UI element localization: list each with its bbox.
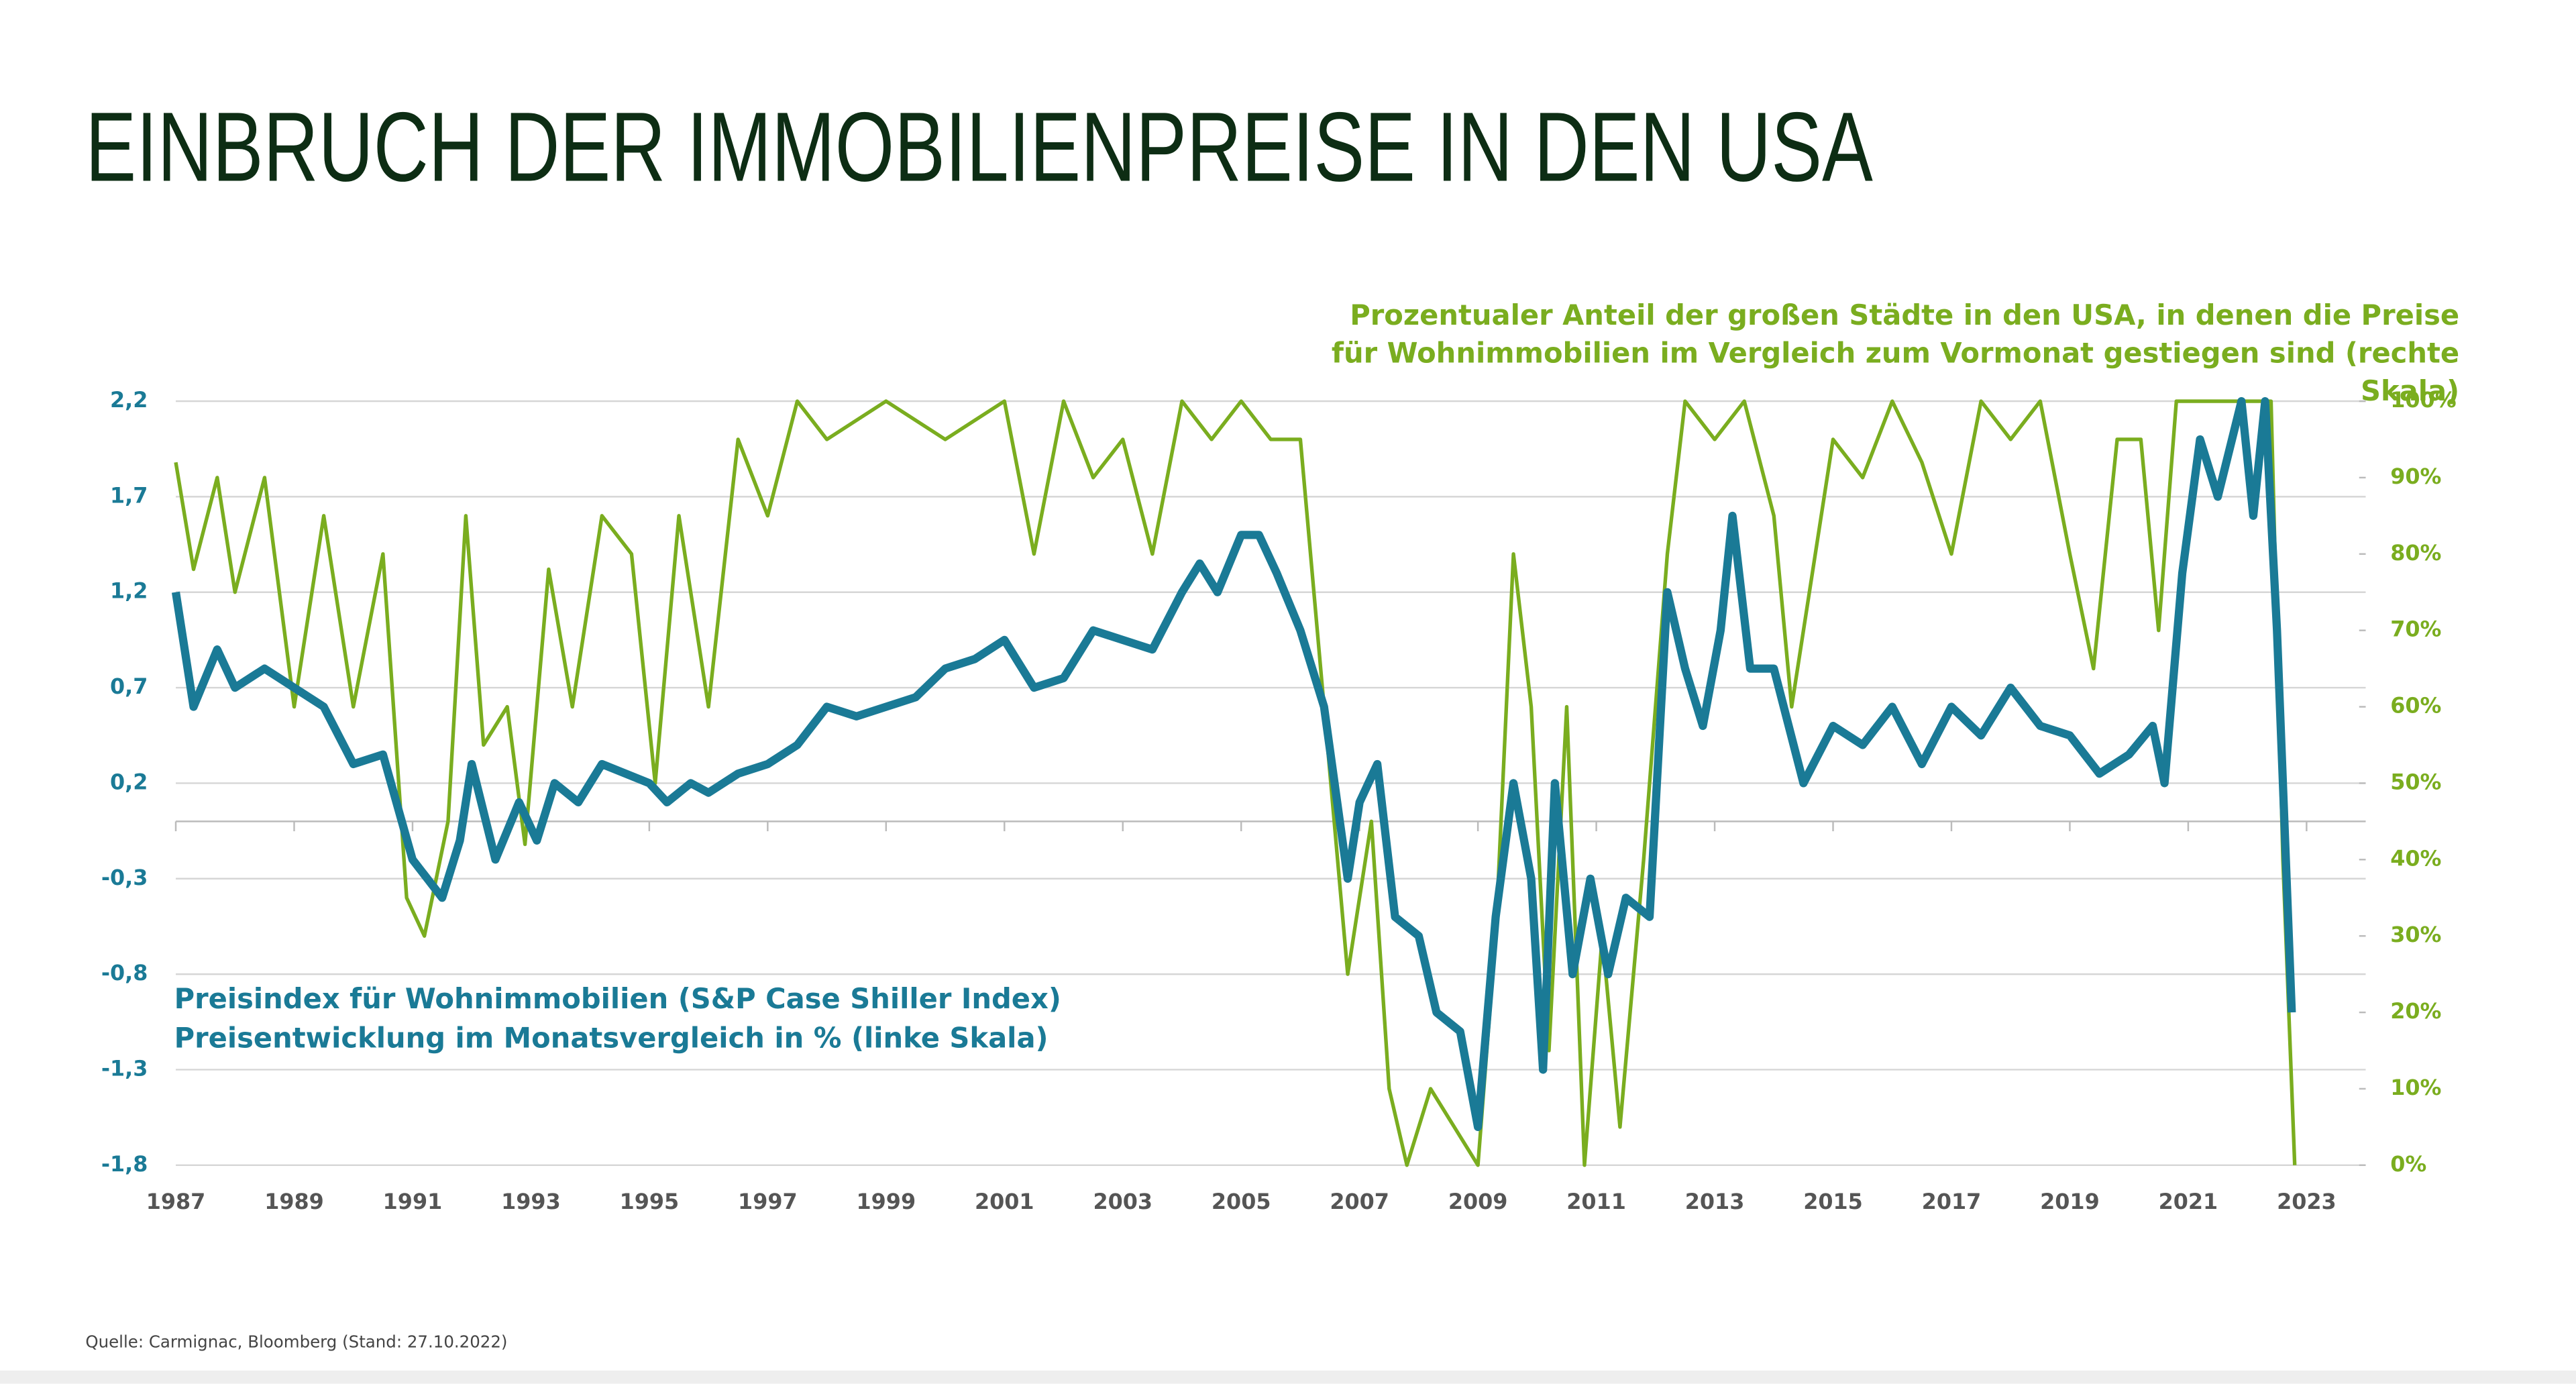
y2-tick-label: 60% <box>2390 693 2441 718</box>
x-tick-label: 2017 <box>1922 1189 1982 1214</box>
y2-tick-label: 20% <box>2390 998 2441 1024</box>
y-tick-label: -0,3 <box>101 865 148 890</box>
y-tick-label: 0,2 <box>110 769 148 794</box>
y2-tick-label: 40% <box>2390 845 2441 871</box>
footer-band <box>0 1370 2576 1384</box>
y-tick-label: -0,8 <box>101 960 148 986</box>
x-tick-label: 2023 <box>2277 1189 2337 1214</box>
x-tick-label: 2001 <box>975 1189 1034 1214</box>
x-tick-label: 2021 <box>2159 1189 2218 1214</box>
x-tick-label: 2011 <box>1566 1189 1626 1214</box>
series-line <box>171 396 2296 1131</box>
x-tick-label: 1999 <box>857 1189 916 1214</box>
x-tick-label: 1993 <box>501 1189 561 1214</box>
series-line <box>174 399 2297 1167</box>
x-tick-label: 2007 <box>1330 1189 1389 1214</box>
y2-tick-label: 50% <box>2390 769 2441 794</box>
x-tick-label: 1989 <box>264 1189 324 1214</box>
x-tick-label: 1995 <box>620 1189 680 1214</box>
y2-tick-label: 10% <box>2390 1075 2441 1100</box>
x-tick-label: 1997 <box>738 1189 798 1214</box>
y2-tick-label: 70% <box>2390 617 2441 642</box>
y-tick-label: -1,8 <box>101 1151 148 1177</box>
y2-axis-label: für Wohnimmobilien im Vergleich zum Vorm… <box>1332 336 2459 369</box>
y-tick-label: -1,3 <box>101 1055 148 1081</box>
x-tick-label: 2005 <box>1212 1189 1271 1214</box>
y2-axis-label: Skala) <box>2361 374 2459 407</box>
y2-tick-label: 100% <box>2390 387 2456 413</box>
y-axis-label: Preisentwicklung im Monatsvergleich in %… <box>174 1022 1049 1055</box>
y2-axis-label: Prozentualer Anteil der großen Städte in… <box>1350 299 2459 331</box>
chart-title: EINBRUCH DER IMMOBILIENPREISE IN DEN USA <box>85 92 1872 202</box>
x-tick-label: 1987 <box>146 1189 206 1214</box>
y-tick-label: 1,2 <box>110 578 148 604</box>
y-tick-label: 2,2 <box>110 387 148 413</box>
source-note: Quelle: Carmignac, Bloomberg (Stand: 27.… <box>85 1332 507 1351</box>
y-tick-label: 0,7 <box>110 674 148 699</box>
x-tick-label: 2003 <box>1093 1189 1152 1214</box>
y2-tick-label: 90% <box>2390 464 2441 489</box>
y-axis-label: Preisindex für Wohnimmobilien (S&P Case … <box>174 982 1061 1015</box>
x-tick-label: 2013 <box>1685 1189 1745 1214</box>
x-tick-label: 2015 <box>1803 1189 1863 1214</box>
x-tick-label: 2009 <box>1448 1189 1508 1214</box>
y2-tick-label: 30% <box>2390 922 2441 947</box>
y2-tick-label: 0% <box>2390 1151 2426 1177</box>
y-tick-label: 1,7 <box>110 482 148 508</box>
y2-tick-label: 80% <box>2390 540 2441 566</box>
x-tick-label: 1991 <box>383 1189 443 1214</box>
x-tick-label: 2019 <box>2040 1189 2100 1214</box>
